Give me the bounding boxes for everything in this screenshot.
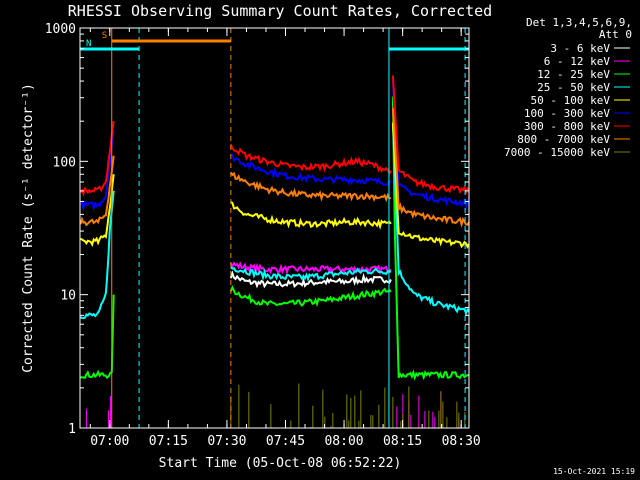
legend-header-detectors: Det 1,3,4,5,6,9, — [526, 16, 632, 29]
series-line — [79, 130, 115, 212]
x-tick-label: 08:30 — [442, 434, 481, 449]
plot-frame — [79, 27, 470, 429]
legend-label: 12 - 25 keV — [537, 68, 610, 81]
series-line — [79, 190, 115, 320]
series-line — [391, 79, 470, 211]
x-tick-label: 07:45 — [266, 434, 305, 449]
legend-header-attenuator: Att 0 — [599, 28, 632, 41]
series-line — [391, 96, 470, 381]
legend-label: 3 - 6 keV — [550, 42, 610, 55]
series-line — [391, 123, 470, 317]
legend-label: 300 - 800 keV — [524, 120, 610, 133]
legend-label: 25 - 50 keV — [537, 81, 610, 94]
legend-label: 7000 - 15000 keV — [504, 146, 610, 159]
x-axis-label: Start Time (05-Oct-08 06:52:22) — [159, 456, 402, 471]
series-line — [79, 155, 115, 227]
x-tick-label: 07:15 — [149, 434, 188, 449]
series-line — [229, 143, 392, 176]
series-layer — [79, 75, 470, 428]
y-tick-label: 100 — [53, 155, 76, 170]
series-line — [79, 121, 115, 197]
flag-label: N — [86, 39, 91, 49]
legend-label: 6 - 12 keV — [544, 55, 611, 68]
legend-label: 800 - 7000 keV — [517, 133, 610, 146]
series-line — [80, 174, 115, 248]
series-line — [229, 284, 392, 308]
y-tick-label: 1000 — [45, 22, 76, 37]
x-tick-label: 07:00 — [90, 434, 129, 449]
series-line — [229, 270, 392, 289]
x-tick-label: 07:30 — [207, 434, 246, 449]
legend-label: 100 - 300 keV — [524, 107, 610, 120]
boundary-markers: SN — [80, 28, 469, 428]
x-tick-label: 08:00 — [324, 434, 363, 449]
x-tick-label: 08:15 — [383, 434, 422, 449]
legend-label: 50 - 100 keV — [531, 94, 611, 107]
series-line — [229, 171, 391, 203]
series-line — [230, 266, 392, 282]
y-tick-label: 10 — [60, 289, 76, 304]
series-line — [230, 153, 392, 186]
flag-label: S — [102, 31, 107, 41]
axes: 1 10 100 1000 07:00 07:15 07:30 07:45 08:00 08:15… — [45, 22, 481, 449]
series-line — [391, 75, 470, 195]
footer-date: 15-Oct-2021 15:19 — [553, 467, 635, 476]
series-line — [230, 201, 392, 230]
series-line — [391, 108, 470, 228]
chart-title: RHESSI Observing Summary Count Rates, Co… — [68, 2, 492, 20]
series-line — [80, 294, 115, 380]
y-axis-label: Corrected Count Rate (s⁻¹ detector⁻¹) — [21, 83, 36, 373]
y-tick-label: 1 — [68, 422, 76, 437]
series-line — [391, 122, 470, 249]
